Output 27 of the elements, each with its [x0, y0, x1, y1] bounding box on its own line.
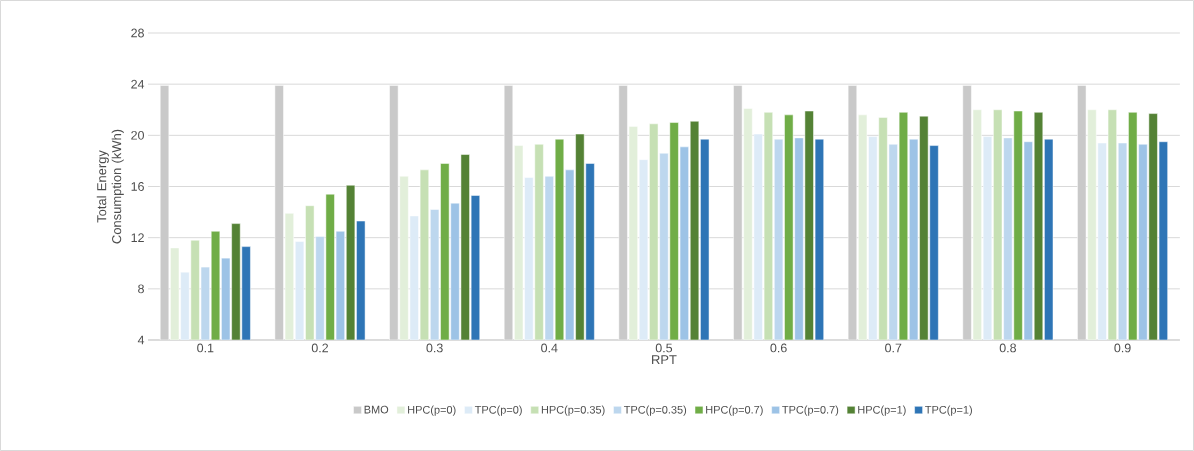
legend-label: TPC(p=0.7) — [782, 405, 839, 416]
y-tick-label: 12 — [131, 233, 144, 243]
y-axis-title: Total Energy Consumption (kWh) — [96, 129, 124, 244]
y-tick-label: 20 — [131, 130, 144, 140]
legend-label: TPC(p=1) — [925, 405, 972, 416]
legend-label: TPC(p=0) — [474, 405, 522, 416]
y-tick-label: 4 — [137, 335, 145, 345]
x-tick-label: 0.4 — [541, 343, 558, 353]
x-tick-label: 0.1 — [197, 343, 214, 353]
x-tick-label: 0.2 — [311, 343, 329, 353]
y-tick-label: 24 — [131, 79, 145, 89]
legend-label: BMO — [364, 405, 389, 414]
y-tick-label: 8 — [138, 284, 144, 294]
x-tick-label: 0.8 — [999, 343, 1017, 353]
legend-label: TPC(p=0.35) — [623, 405, 687, 416]
legend-label: HPC(p=0.7) — [706, 405, 763, 416]
x-tick-label: 0.6 — [770, 343, 787, 353]
x-axis-title: RPT — [652, 355, 677, 365]
y-tick-label: 16 — [131, 182, 144, 191]
x-tick-label: 0.7 — [885, 343, 902, 353]
legend-label: HPC(p=0) — [408, 405, 456, 416]
x-tick-label: 0.9 — [1114, 343, 1131, 353]
legend-label: HPC(p=1) — [858, 405, 906, 416]
y-tick-label: 28 — [131, 28, 144, 38]
x-tick-label: 0.3 — [426, 343, 443, 353]
legend-label: HPC(p=0.35) — [541, 405, 605, 416]
x-tick-label: 0.5 — [655, 343, 673, 353]
